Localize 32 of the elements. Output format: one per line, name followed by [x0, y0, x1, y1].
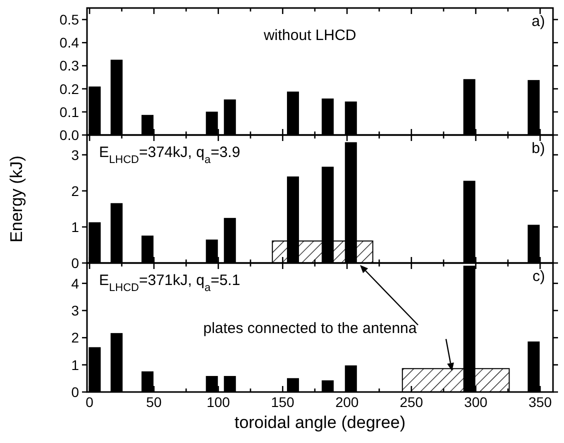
x-tick-label: 250: [400, 394, 424, 410]
x-tick-label: 100: [206, 394, 230, 410]
y-tick-label: 4: [71, 275, 80, 292]
x-tick-label: 350: [528, 394, 552, 410]
x-tick-label: 300: [464, 394, 488, 410]
y-tick-label: 0.4: [60, 34, 80, 51]
x-axis-title: toroidal angle (degree): [234, 413, 406, 432]
y-tick-label: 0.2: [60, 80, 80, 97]
x-tick-label: 50: [146, 394, 162, 410]
y-tick-label: 2: [71, 182, 80, 199]
y-axis-title: Energy (kJ): [7, 156, 26, 242]
annotation: E$_{LHCD}$=374kJ, q$_{a}$=3.9: [99, 144, 240, 166]
y-tick-label: 2: [71, 330, 80, 346]
y-tick-label: 0: [71, 255, 80, 271]
y-tick-label: 0.5: [60, 12, 80, 28]
x-tick-label: 150: [270, 394, 295, 410]
annotation: E$_{LHCD}$=371kJ, q$_{a}$=5.1: [99, 272, 240, 294]
y-tick-label: 0.0: [60, 127, 80, 143]
annotation: without LHCD: [262, 27, 356, 44]
y-tick-label: 0: [71, 384, 80, 400]
y-tick-label: 1: [71, 218, 80, 235]
y-tick-label: 1: [71, 356, 80, 373]
x-tick-label: 200: [335, 394, 359, 410]
annotation: c): [532, 268, 545, 285]
x-tick-label: 0: [86, 394, 94, 410]
y-tick-label: 0.1: [60, 104, 80, 120]
annotation: b): [532, 140, 545, 157]
annotation: a): [532, 13, 545, 30]
y-tick-label: 3: [71, 146, 80, 163]
y-tick-label: 3: [71, 302, 80, 319]
y-tick-label: 0.3: [60, 58, 80, 74]
annotation: plates connected to the antenna: [203, 320, 418, 337]
